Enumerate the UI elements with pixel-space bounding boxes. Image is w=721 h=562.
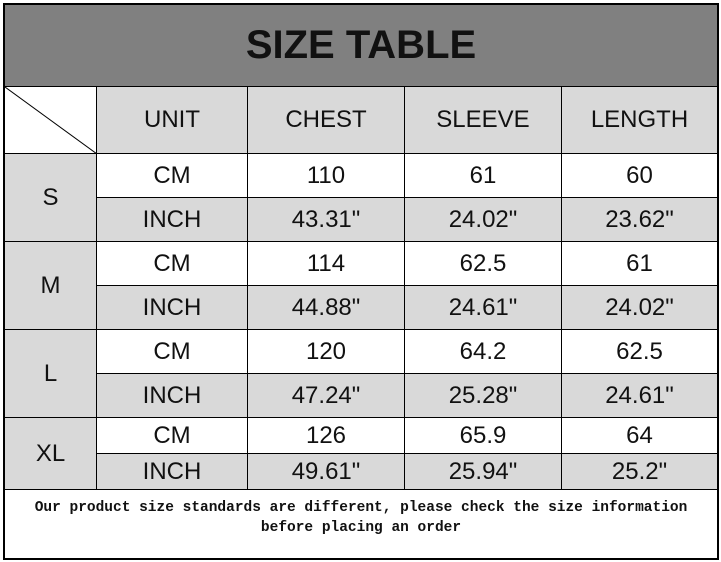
header-sleeve: SLEEVE	[405, 87, 562, 154]
sleeve-cm-value: 61	[405, 154, 562, 198]
length-inch-value: 25.2"	[562, 454, 717, 490]
length-inch-value: 23.62"	[562, 198, 717, 242]
size-label: M	[5, 242, 97, 330]
unit-inch: INCH	[97, 198, 248, 242]
diagonal-corner-cell	[5, 86, 97, 154]
unit-cm: CM	[97, 154, 248, 198]
header-unit: UNIT	[97, 87, 248, 154]
chest-cm-value: 114	[248, 242, 405, 286]
unit-cm: CM	[97, 242, 248, 286]
sleeve-inch-value: 24.02"	[405, 198, 562, 242]
length-cm-value: 62.5	[562, 330, 717, 374]
chest-inch-value: 44.88"	[248, 286, 405, 330]
diagonal-line	[5, 86, 96, 154]
chest-inch-value: 49.61"	[248, 454, 405, 490]
sleeve-cm-value: 65.9	[405, 418, 562, 454]
length-cm-value: 60	[562, 154, 717, 198]
length-inch-value: 24.61"	[562, 374, 717, 418]
header-length: LENGTH	[562, 87, 717, 154]
sleeve-cm-value: 62.5	[405, 242, 562, 286]
unit-cm: CM	[97, 330, 248, 374]
chest-inch-value: 47.24"	[248, 374, 405, 418]
length-inch-value: 24.02"	[562, 286, 717, 330]
length-cm-value: 61	[562, 242, 717, 286]
unit-inch: INCH	[97, 454, 248, 490]
size-note: Our product size standards are different…	[34, 500, 688, 536]
length-cm-value: 64	[562, 418, 717, 454]
size-table: SIZE TABLE UNIT CHEST SLEEVE LENGTH S CM INCH 1…	[3, 3, 719, 560]
sleeve-inch-value: 25.28"	[405, 374, 562, 418]
chest-inch-value: 43.31"	[248, 198, 405, 242]
size-label: L	[5, 330, 97, 418]
header-chest: CHEST	[248, 87, 405, 154]
table-title: SIZE TABLE	[5, 5, 717, 87]
chest-cm-value: 120	[248, 330, 405, 374]
chest-cm-value: 110	[248, 154, 405, 198]
sleeve-cm-value: 64.2	[405, 330, 562, 374]
chest-cm-value: 126	[248, 418, 405, 454]
sleeve-inch-value: 24.61"	[405, 286, 562, 330]
unit-inch: INCH	[97, 286, 248, 330]
unit-cm: CM	[97, 418, 248, 454]
size-label: XL	[5, 418, 97, 490]
unit-inch: INCH	[97, 374, 248, 418]
sleeve-inch-value: 25.94"	[405, 454, 562, 490]
size-label: S	[5, 154, 97, 242]
